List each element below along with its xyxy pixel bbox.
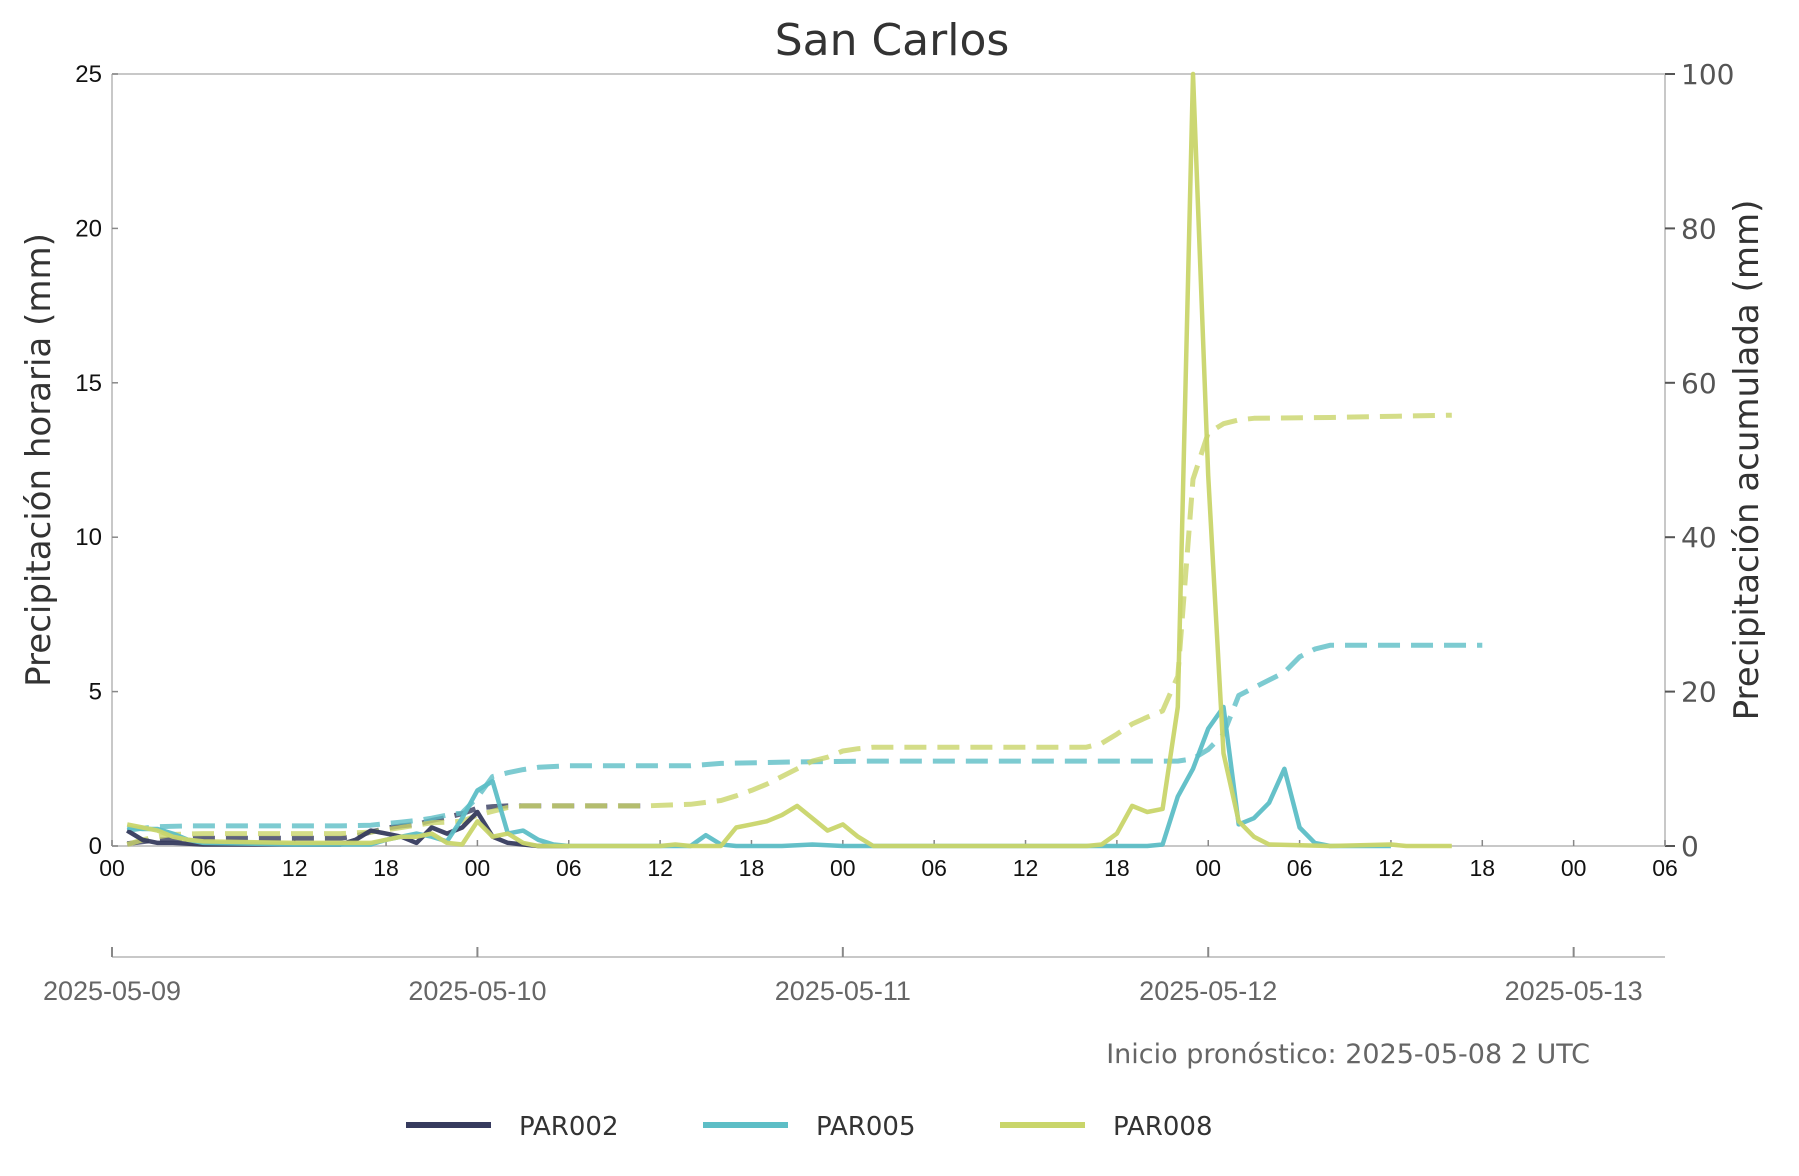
forecast-start-note: Inicio pronóstico: 2025-05-08 2 UTC [1106,1039,1590,1070]
right-tick-label: 40 [1681,521,1717,554]
hour-tick-label: 06 [1652,855,1678,881]
date-tick-label: 2025-05-11 [775,976,911,1006]
hour-tick-label: 18 [373,855,399,881]
legend-label-par002: PAR002 [519,1112,619,1142]
hour-tick-label: 06 [921,855,947,881]
left-tick-label: 0 [89,833,102,860]
right-tick-label: 60 [1681,367,1717,400]
hour-tick-label: 18 [1104,855,1130,881]
hour-tick-label: 00 [1195,855,1221,881]
left-tick-label: 10 [75,524,102,551]
chart-title: San Carlos [775,15,1010,66]
right-tick-label: 80 [1681,212,1717,245]
hour-axis-ticks: 00 06 12 18 00 06 12 18 00 06 12 18 00 06 12 18 00 06 [99,840,1678,881]
left-tick-label: 5 [89,679,102,706]
hour-tick-label: 06 [556,855,582,881]
hour-tick-label: 18 [739,855,765,881]
hour-tick-label: 00 [1561,855,1587,881]
left-tick-label: 20 [75,215,102,242]
date-axis-ticks: 2025-05-09 2025-05-10 2025-05-11 2025-05-12… [43,947,1643,1006]
hour-tick-label: 18 [1469,855,1495,881]
date-tick-label: 2025-05-10 [408,976,546,1006]
hour-tick-label: 00 [830,855,856,881]
legend-label-par008: PAR008 [1113,1112,1213,1142]
date-tick-label: 2025-05-12 [1139,976,1277,1006]
hour-tick-label: 12 [647,855,673,881]
right-axis-title: Precipitación acumulada (mm) [1727,200,1767,721]
accumulated-line-par008 [126,412,1452,847]
right-tick-label: 0 [1681,830,1699,863]
hour-tick-label: 12 [1378,855,1404,881]
hour-tick-label: 06 [1287,855,1313,881]
left-tick-label: 15 [75,370,102,397]
hourly-series-group [126,71,1452,849]
hour-tick-label: 12 [282,855,308,881]
left-tick-label: 25 [75,61,102,88]
legend: PAR002 PAR005 PAR008 [406,1112,1213,1142]
legend-label-par005: PAR005 [816,1112,916,1142]
right-axis-ticks: 0 20 40 60 80 100 [1665,58,1734,863]
right-tick-label: 100 [1681,58,1734,91]
accumulated-line-par005 [126,642,1483,834]
hour-tick-label: 06 [191,855,217,881]
hour-tick-label: 12 [1013,855,1039,881]
date-tick-label: 2025-05-13 [1505,976,1643,1006]
right-tick-label: 20 [1681,676,1717,709]
left-axis-title: Precipitación horaria (mm) [19,233,59,687]
left-axis-ticks: 0 5 10 15 20 25 [75,61,118,860]
hour-tick-label: 00 [465,855,491,881]
hourly-line-par008 [126,71,1452,849]
hour-tick-label: 00 [99,855,125,881]
date-tick-label: 2025-05-09 [43,976,181,1006]
